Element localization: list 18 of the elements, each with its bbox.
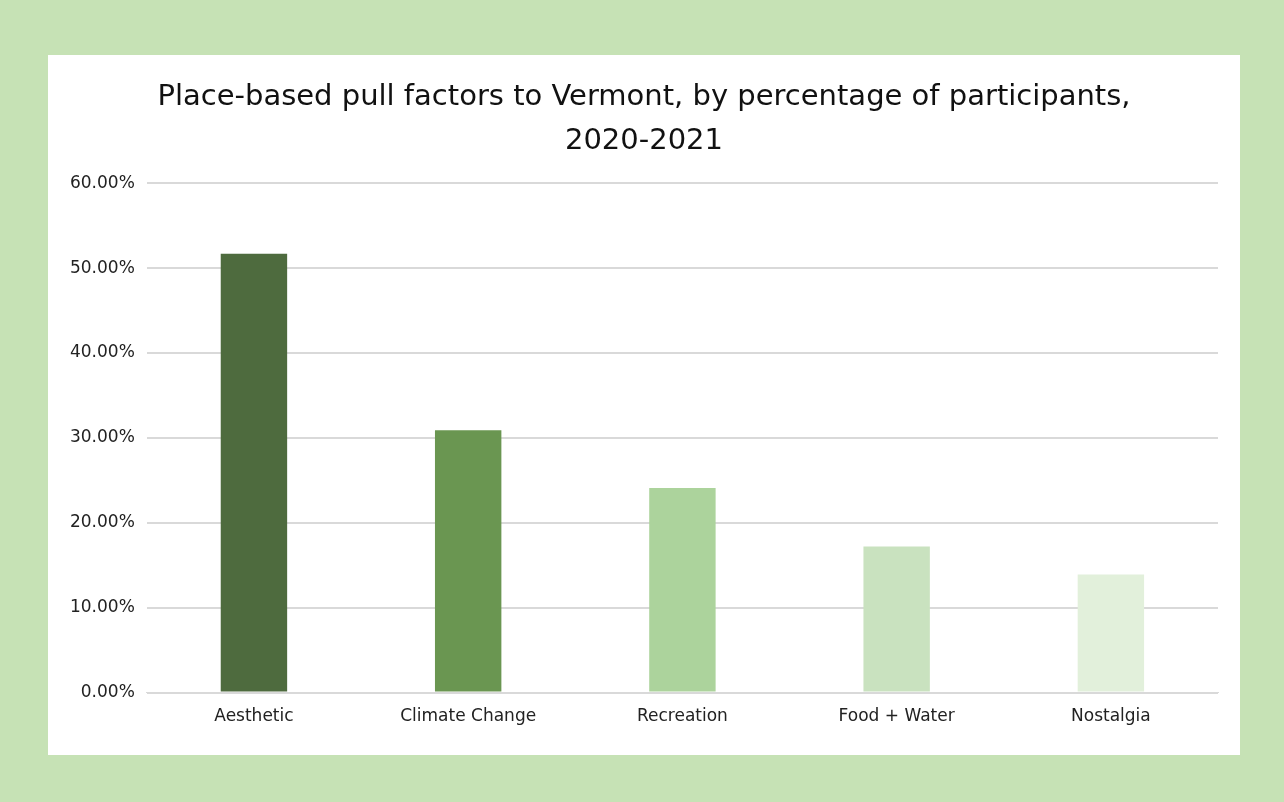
- x-tick-label: Nostalgia: [1071, 705, 1151, 726]
- bar: [649, 487, 716, 692]
- bar: [1077, 574, 1145, 692]
- y-tick-label: 60.00%: [69, 171, 135, 192]
- x-tick-label: Recreation: [636, 705, 728, 726]
- x-tick-label: Aesthetic: [214, 705, 294, 726]
- y-tick-label: 40.00%: [69, 341, 135, 362]
- x-tick-label: Food + Water: [838, 705, 955, 726]
- y-tick-label: 10.00%: [69, 596, 135, 617]
- y-tick-label: 20.00%: [69, 511, 135, 532]
- bar: [220, 253, 288, 692]
- y-tick-label: 0.00%: [80, 681, 135, 702]
- x-tick-label: Climate Change: [400, 705, 537, 726]
- bar: [434, 430, 502, 692]
- y-tick-label: 30.00%: [69, 426, 135, 447]
- chart-title: Place-based pull factors to Vermont, by percentage of participants, 2020-2021: [156, 77, 1132, 158]
- y-tick-label: 50.00%: [69, 256, 135, 277]
- bar: [863, 546, 930, 692]
